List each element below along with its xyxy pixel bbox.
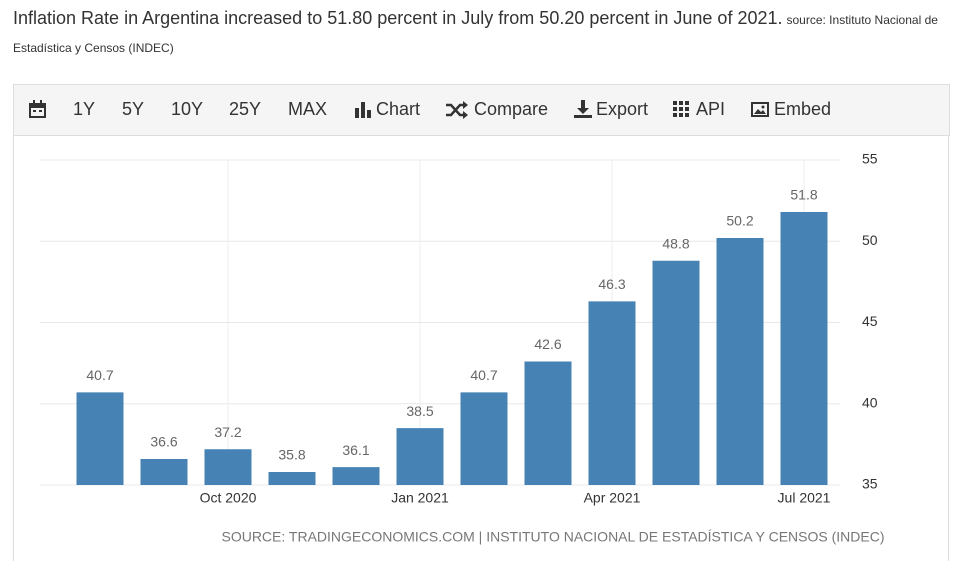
bar bbox=[716, 238, 764, 485]
calendar-icon[interactable] bbox=[28, 100, 48, 120]
header-title: Inflation Rate in Argentina increased to… bbox=[13, 8, 783, 28]
y-tick-label: 45 bbox=[862, 313, 878, 329]
header: Inflation Rate in Argentina increased to… bbox=[13, 4, 953, 62]
api-button[interactable]: API bbox=[696, 99, 726, 119]
x-tick-label: Oct 2020 bbox=[200, 490, 257, 506]
value-label: 51.8 bbox=[790, 187, 817, 203]
bar bbox=[460, 392, 508, 485]
value-label: 35.8 bbox=[278, 447, 305, 463]
y-tick-label: 50 bbox=[862, 232, 878, 248]
bar bbox=[652, 260, 700, 485]
toolbar: 1Y 5Y 10Y 25Y MAX Chart Compare Export A… bbox=[13, 84, 950, 136]
range-5y[interactable]: 5Y bbox=[122, 99, 145, 119]
range-10y[interactable]: 10Y bbox=[171, 99, 204, 119]
x-tick-label: Apr 2021 bbox=[584, 490, 641, 506]
api-icon bbox=[673, 101, 689, 117]
compare-icon bbox=[446, 101, 468, 119]
range-max[interactable]: MAX bbox=[288, 99, 328, 119]
chart-source: SOURCE: TRADINGECONOMICS.COM | INSTITUTO… bbox=[221, 529, 884, 545]
embed-button[interactable]: Embed bbox=[774, 99, 832, 119]
bar bbox=[140, 459, 188, 485]
bar bbox=[204, 449, 252, 485]
export-button[interactable]: Export bbox=[596, 99, 649, 119]
bar bbox=[780, 212, 828, 485]
value-label: 50.2 bbox=[726, 213, 753, 229]
compare-button[interactable]: Compare bbox=[474, 99, 549, 119]
chart-button[interactable]: Chart bbox=[376, 99, 421, 119]
bar bbox=[332, 467, 380, 485]
value-label: 40.7 bbox=[470, 367, 497, 383]
value-label: 37.2 bbox=[214, 424, 241, 440]
value-label: 46.3 bbox=[598, 276, 625, 292]
x-tick-label: Jul 2021 bbox=[778, 490, 831, 506]
range-1y[interactable]: 1Y bbox=[73, 99, 96, 119]
header-source: source: Instituto Nacional de Estadístic… bbox=[13, 13, 938, 55]
bar bbox=[76, 392, 124, 485]
y-tick-label: 35 bbox=[862, 476, 878, 492]
bar bbox=[396, 428, 444, 485]
range-25y[interactable]: 25Y bbox=[229, 99, 262, 119]
chart-icon bbox=[355, 102, 371, 118]
y-tick-label: 55 bbox=[862, 151, 878, 167]
value-label: 48.8 bbox=[662, 235, 689, 251]
value-label: 36.1 bbox=[342, 442, 369, 458]
bar bbox=[588, 301, 636, 485]
x-tick-label: Jan 2021 bbox=[391, 490, 449, 506]
bar bbox=[268, 472, 316, 485]
export-icon bbox=[574, 100, 592, 118]
value-label: 42.6 bbox=[534, 336, 561, 352]
embed-icon bbox=[751, 102, 769, 117]
value-label: 38.5 bbox=[406, 403, 433, 419]
bar bbox=[524, 361, 572, 485]
value-label: 40.7 bbox=[86, 367, 113, 383]
value-label: 36.6 bbox=[150, 434, 177, 450]
y-tick-label: 40 bbox=[862, 394, 878, 410]
